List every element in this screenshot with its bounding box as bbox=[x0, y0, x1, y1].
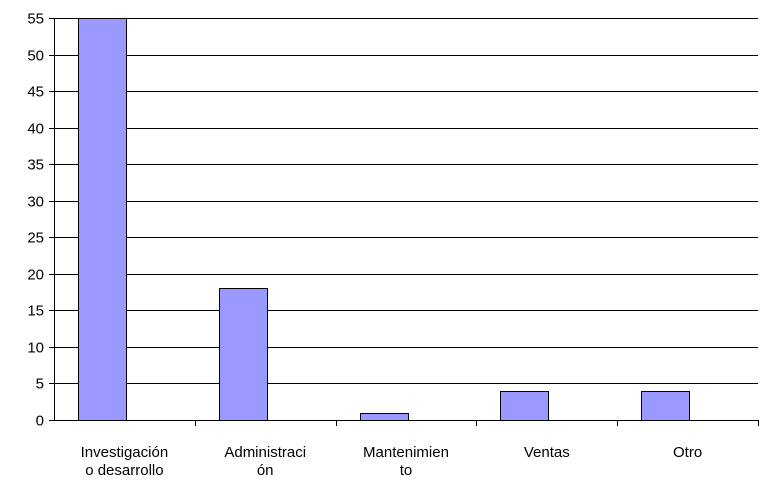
bars bbox=[78, 18, 690, 421]
category-label-4: Otro bbox=[673, 444, 702, 461]
axes bbox=[49, 18, 759, 426]
y-tick-label: 45 bbox=[27, 84, 44, 101]
category-label-line: Otro bbox=[673, 444, 702, 461]
y-tick-label: 25 bbox=[27, 230, 44, 247]
category-label-2: Mantenimien to bbox=[363, 444, 449, 479]
category-label-0: Investigación o desarrollo bbox=[81, 444, 169, 479]
category-label-line: to bbox=[400, 462, 413, 479]
category-label-1: Administraci ón bbox=[224, 444, 306, 479]
bar-4 bbox=[641, 391, 690, 421]
category-label-line: ón bbox=[257, 462, 274, 479]
y-tick-label: 5 bbox=[36, 376, 44, 393]
category-label-line: Ventas bbox=[524, 444, 570, 461]
bar-3 bbox=[500, 391, 549, 421]
y-tick-label: 55 bbox=[27, 11, 44, 28]
y-tick-label: 35 bbox=[27, 157, 44, 174]
bar-0 bbox=[78, 18, 127, 421]
y-tick-label: 50 bbox=[27, 48, 44, 65]
category-label-line: Mantenimien bbox=[363, 444, 449, 461]
gridlines bbox=[54, 18, 758, 384]
y-tick-label: 10 bbox=[27, 340, 44, 357]
category-label-3: Ventas bbox=[524, 444, 570, 461]
y-tick-label: 20 bbox=[27, 267, 44, 284]
bar-1 bbox=[219, 288, 268, 421]
bar-2 bbox=[360, 413, 409, 421]
category-labels: Investigación o desarrollo Administraci ón M… bbox=[81, 444, 703, 479]
y-tick-label: 30 bbox=[27, 194, 44, 211]
y-tick-label: 0 bbox=[36, 413, 44, 430]
category-label-line: Administraci bbox=[224, 444, 306, 461]
y-tick-label: 40 bbox=[27, 121, 44, 138]
category-label-line: o desarrollo bbox=[85, 462, 163, 479]
y-tick-labels: 0 5 10 15 20 25 30 35 40 45 50 55 bbox=[27, 11, 44, 430]
y-tick-label: 15 bbox=[27, 303, 44, 320]
category-label-line: Investigación bbox=[81, 444, 169, 461]
